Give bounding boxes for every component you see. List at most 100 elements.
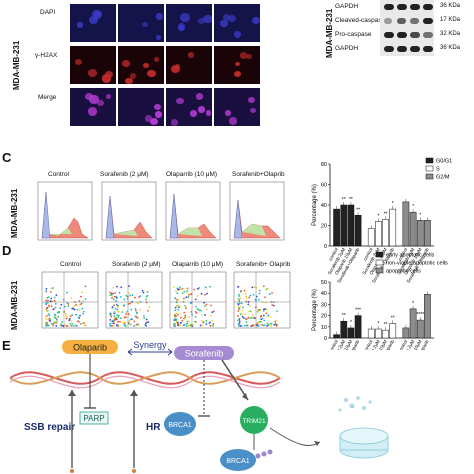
scatter-plot-2 <box>169 271 227 329</box>
row-label-h2ax: γ-H2AX <box>35 52 58 59</box>
legend-label: G0/G1 <box>436 159 452 165</box>
histogram-olaparib <box>165 181 221 241</box>
x-tick-label: control <box>328 247 339 261</box>
bar <box>424 294 431 339</box>
bar <box>347 327 355 339</box>
significance-label: ** <box>349 197 353 203</box>
bar <box>402 327 410 339</box>
significance-label: * <box>392 201 394 207</box>
y-tick-label: 80 <box>321 162 327 168</box>
significance-label: **** <box>416 312 424 318</box>
brca1-lower-label: BRCA1 <box>226 458 249 465</box>
micrograph-tile <box>118 46 164 84</box>
legend-swatch <box>375 251 384 258</box>
y-tick-label: 20 <box>321 314 327 320</box>
y-tick-label: 20 <box>321 224 327 230</box>
x-tick-label: control <box>362 247 373 261</box>
panel-d-cell-line: MDA-MB-231 <box>10 280 19 330</box>
panel-c-cond-sorafenib: Sorafenib (2 μM) <box>100 171 149 178</box>
significance-label: * <box>377 213 379 219</box>
legend-swatch <box>425 173 434 180</box>
bar <box>416 319 424 339</box>
x-tick-label: control <box>397 247 408 261</box>
micrograph-tile <box>70 4 116 42</box>
significance-label: * <box>412 204 414 210</box>
synergy-label: Synergy <box>133 340 167 350</box>
bar <box>375 328 382 339</box>
panel-letter-d: D <box>2 243 12 258</box>
trim21-label: TRIM21 <box>242 418 266 425</box>
row-label-dapi: DAPI <box>40 9 56 16</box>
significance-label: *** <box>355 308 361 314</box>
x-tick-label: control <box>362 339 373 350</box>
wb-kda-cleaved-caspase: 17 KDa <box>440 17 461 23</box>
legend-swatch <box>375 259 384 266</box>
bar <box>340 204 348 247</box>
panel-d-cond-sorafenib: Sorafenib (2 μM) <box>112 261 161 268</box>
micrograph-tile <box>70 88 116 126</box>
micrograph-tile <box>214 46 260 84</box>
legend-label: S <box>436 167 440 173</box>
panel-c-cond-olaparib: Olaparrib (10 μM) <box>166 171 218 178</box>
wb-strip-gapdh-bottom <box>380 42 434 56</box>
proteasome-icon <box>339 427 389 459</box>
bar <box>375 221 382 247</box>
panel-c-cond-control: Control <box>48 171 69 178</box>
histogram-combo <box>229 181 285 241</box>
significance-label: ** <box>356 207 360 213</box>
sorafenib-label: Sorafenib <box>185 349 224 359</box>
micrograph-tile <box>118 4 164 42</box>
brca1-label: BRCA1 <box>168 422 191 429</box>
y-tick-label: 30 <box>321 302 327 308</box>
y-tick-label: 40 <box>321 203 327 209</box>
panel-d-cond-combo: Sorafenib+ Olaprib <box>236 261 291 268</box>
micrograph-tile <box>166 46 212 84</box>
bar <box>347 204 355 247</box>
significance-label: * <box>419 212 421 218</box>
dna-helix <box>9 371 281 389</box>
parp-label: PARP <box>83 414 104 423</box>
significance-label: * <box>412 301 414 307</box>
bar <box>382 329 389 339</box>
bar <box>354 315 362 339</box>
bar <box>416 220 424 247</box>
micrograph-tile <box>214 4 260 42</box>
bar <box>382 219 389 247</box>
legend-swatch <box>375 267 384 274</box>
apoptosis-scatter-plots <box>41 271 291 329</box>
wb-label-pro-caspase: Pro-caspase <box>335 31 372 38</box>
bar <box>367 328 375 339</box>
legend-label: apoptotic cells <box>386 269 421 275</box>
bar <box>409 308 417 339</box>
micrograph-tile <box>70 46 116 84</box>
bar <box>340 320 348 339</box>
trim21-circle <box>240 406 268 434</box>
bar <box>333 334 340 339</box>
significance-label: ** <box>384 322 388 328</box>
bar <box>424 220 431 247</box>
wb-kda-gapdh-top: 36 KDa <box>440 3 461 9</box>
legend-swatch <box>425 157 434 164</box>
wb-strip-gapdh-top <box>380 0 434 14</box>
row-label-merge: Merge <box>38 94 57 101</box>
x-tick-label: control <box>328 339 339 350</box>
micrograph-tile <box>166 4 212 42</box>
panel-b-cell-line: MDA-MB-231 <box>12 40 21 90</box>
bar <box>389 323 397 339</box>
wb-label-gapdh-bottom: GAPDH <box>335 45 359 52</box>
y-tick-label: 0 <box>324 244 327 250</box>
histogram-control <box>37 181 93 241</box>
micrograph-tile <box>214 88 260 126</box>
panel-c-cond-combo: Sorafenib+Olaprib <box>232 171 285 178</box>
bar <box>354 215 362 247</box>
panel-d-cond-control: Control <box>60 261 81 268</box>
panel-d-cond-olaparib: Olaparrib (10 μM) <box>172 261 224 268</box>
y-tick-label: 10 <box>321 325 327 331</box>
y-tick-label: 40 <box>321 291 327 297</box>
panel-c-cell-line: MDA-MB-231 <box>10 188 19 238</box>
olaparib-label: Olaparib <box>73 343 107 353</box>
y-tick-label: 60 <box>321 183 327 189</box>
